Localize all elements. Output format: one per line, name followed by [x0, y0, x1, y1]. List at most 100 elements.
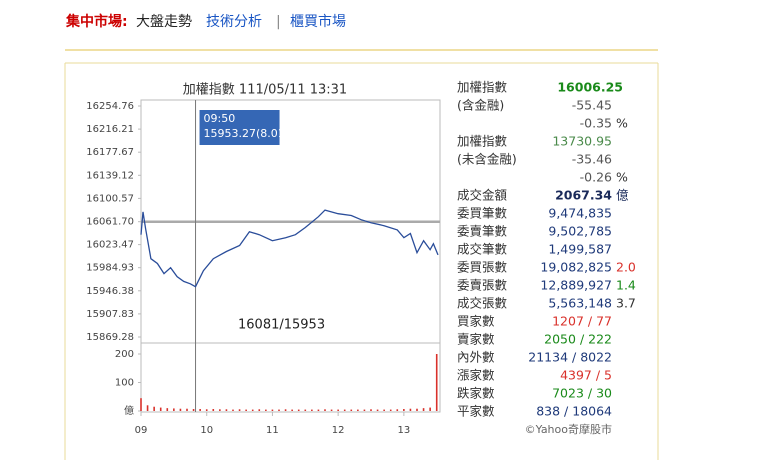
volume-bar [370, 409, 372, 411]
volume-bar [271, 409, 274, 411]
quote-value: 21134 / 8022 [528, 350, 612, 365]
volume-bar [205, 409, 208, 411]
y-tick-label: 16023.47 [86, 240, 134, 251]
y-tick-label: 16100.57 [86, 193, 134, 204]
volume-bar [146, 405, 149, 411]
quote-value: 12,889,927 [540, 278, 612, 293]
plot-frame [140, 99, 441, 413]
x-tick-label: 12 [332, 425, 345, 436]
quote-value: -0.35 [580, 116, 612, 131]
quote-value: -55.45 [572, 98, 612, 113]
quote-label: (含金融) [457, 98, 504, 113]
volume-bar [179, 408, 182, 411]
volume-bar [396, 409, 399, 411]
volume-bar [199, 409, 201, 411]
volume-bar [297, 409, 300, 411]
quote-value: 838 / 18064 [536, 404, 612, 419]
quote-value: 7023 / 30 [552, 386, 612, 401]
y-tick-label: 16139.12 [86, 170, 134, 181]
volume-bar [291, 409, 293, 411]
y-tick-label: 15869.28 [86, 332, 134, 343]
volume-bar [166, 408, 169, 411]
y-tick-label: 15907.83 [86, 309, 134, 320]
quote-value: 1,499,587 [548, 242, 612, 257]
tooltip-text: 09:50 [204, 112, 236, 125]
quote-extra: 3.7 [616, 296, 636, 311]
y-tick-label: 16216.21 [86, 124, 134, 135]
volume-bar [219, 409, 221, 411]
x-tick-label: 09 [135, 425, 148, 436]
quote-label: 加權指數 [457, 80, 508, 95]
x-tick-label: 11 [266, 425, 279, 436]
volume-bar [186, 408, 188, 411]
quote-label: 委賣張數 [457, 278, 508, 293]
volume-bar [350, 409, 353, 411]
tooltip-text: 15953.27(8.01) [204, 127, 290, 140]
y-tick-label: 15984.93 [86, 263, 134, 274]
quote-extra: 億 [616, 188, 629, 203]
quote-value: 2050 / 222 [544, 332, 612, 347]
quote-value: 9,474,835 [548, 206, 612, 221]
chart-title: 加權指數 111/05/11 13:31 [183, 83, 347, 98]
annotation: 16081/15953 [238, 318, 325, 333]
quote-value: 2067.34 [555, 188, 612, 203]
volume-bar [376, 409, 379, 411]
quote-extra: 1.4 [616, 278, 636, 293]
quote-unit: % [616, 170, 628, 185]
quote-label: 買家數 [457, 314, 495, 329]
volume-bar [258, 409, 261, 411]
volume-bar [311, 409, 313, 411]
volume-bar [304, 409, 307, 411]
volume-bar [389, 409, 392, 411]
y-tick-label: 億 [124, 404, 134, 417]
quote-value: 13730.95 [552, 134, 612, 149]
quote-label: 加權指數 [457, 134, 508, 149]
current-tab: 大盤走勢 [136, 14, 192, 30]
volume-bar [429, 407, 431, 411]
volume-bar [251, 409, 254, 411]
quote-label: 跌家數 [457, 386, 495, 401]
price-line [140, 209, 439, 288]
quote-value: 4397 / 5 [560, 368, 612, 383]
volume-bar [330, 409, 333, 411]
volume-bar [245, 409, 247, 411]
tab-link[interactable]: 櫃買市場 [290, 13, 346, 30]
volume-bar [337, 409, 339, 411]
volume-bar [192, 409, 195, 411]
volume-bar [435, 354, 438, 411]
quote-label: 成交張數 [457, 296, 508, 311]
quote-value: -35.46 [572, 152, 612, 167]
volume-bar [403, 409, 405, 411]
quote-label: 平家數 [457, 404, 495, 419]
volume-bar [343, 409, 346, 411]
quote-value: 5,563,148 [548, 296, 612, 311]
quote-label: 漲家數 [457, 368, 495, 383]
quote-label: 成交金額 [457, 188, 508, 203]
volume-bar [383, 409, 385, 411]
volume-bar [238, 409, 241, 411]
volume-bar [409, 408, 412, 411]
volume-bar [265, 409, 267, 411]
y-tick-label: 16254.76 [86, 101, 134, 112]
volume-bar [278, 409, 280, 411]
quote-label: 內外數 [457, 350, 495, 365]
quote-label: (未含金融) [457, 152, 517, 167]
volume-bar [225, 409, 228, 411]
market-label: 集中市場: [65, 13, 128, 30]
y-tick-label: 15946.38 [86, 286, 134, 297]
y-tick-label: 200 [115, 349, 134, 360]
volume-bar [284, 409, 287, 411]
x-tick-label: 10 [200, 425, 213, 436]
volume-bar [317, 409, 320, 411]
quote-label: 委買筆數 [457, 206, 508, 221]
y-tick-label: 16177.67 [86, 147, 134, 158]
volume-bar [153, 406, 155, 411]
volume-bar [363, 409, 366, 411]
quote-label: 賣家數 [457, 332, 495, 347]
tab-link[interactable]: 技術分析 [206, 14, 262, 30]
volume-bar [416, 408, 418, 411]
tooltip-box [199, 110, 280, 145]
volume-bar [140, 398, 142, 411]
volume-bar [324, 409, 326, 411]
